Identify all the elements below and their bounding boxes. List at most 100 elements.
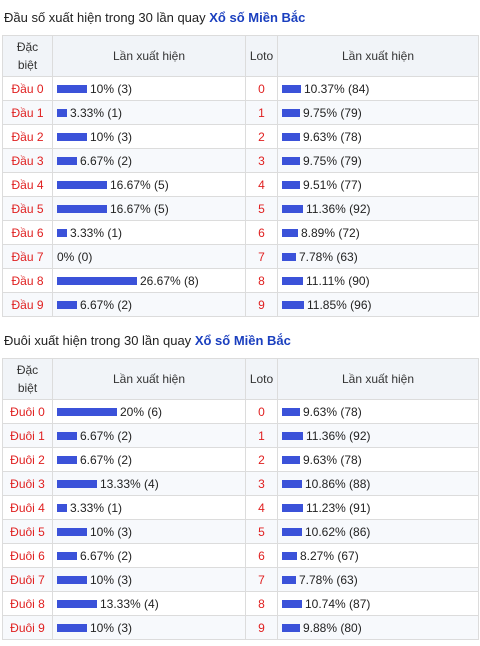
duoi-caption-text: Đuôi xuất hiện trong 30 lần quay <box>4 333 192 348</box>
table-row: Đuôi 6 6.67% (2) 6 8.27% (67) <box>2 543 479 568</box>
table-row: Đuôi 0 20% (6) 0 9.63% (78) <box>2 399 479 424</box>
special-value: 16.67% (5) <box>110 201 169 216</box>
table-row: Đuôi 3 13.33% (4) 3 10.86% (88) <box>2 471 479 496</box>
loto-value: 9.63% (78) <box>303 404 362 419</box>
row-label: Đuôi 3 <box>2 471 53 496</box>
loto-cell: 8.27% (67) <box>277 543 479 568</box>
loto-value: 10.62% (86) <box>305 524 371 539</box>
special-value: 3.33% (1) <box>70 105 123 120</box>
special-cell: 10% (3) <box>52 76 246 101</box>
loto-number: 6 <box>245 543 278 568</box>
loto-bar <box>282 455 300 464</box>
loto-bar <box>282 431 303 440</box>
row-label: Đuôi 0 <box>2 399 53 424</box>
loto-value: 9.63% (78) <box>303 452 362 467</box>
special-bar <box>57 84 87 93</box>
special-cell: 13.33% (4) <box>52 591 246 616</box>
special-bar <box>57 204 107 213</box>
loto-bar <box>282 180 300 189</box>
special-cell: 3.33% (1) <box>52 495 246 520</box>
row-label: Đầu 5 <box>2 196 53 221</box>
special-cell: 16.67% (5) <box>52 172 246 197</box>
loto-value: 11.85% (96) <box>307 297 372 312</box>
loto-bar <box>282 479 302 488</box>
loto-value: 8.89% (72) <box>301 225 360 240</box>
row-label: Đuôi 4 <box>2 495 53 520</box>
special-bar <box>57 479 97 488</box>
loto-number: 9 <box>245 292 278 317</box>
special-bar <box>57 156 77 165</box>
special-cell: 6.67% (2) <box>52 423 246 448</box>
special-value: 6.67% (2) <box>80 297 133 312</box>
row-label: Đầu 0 <box>2 76 53 101</box>
special-value: 6.67% (2) <box>80 428 133 443</box>
loto-cell: 11.85% (96) <box>277 292 479 317</box>
special-cell: 6.67% (2) <box>52 447 246 472</box>
loto-bar <box>282 503 303 512</box>
special-bar <box>57 108 67 117</box>
special-value: 10% (3) <box>90 572 133 587</box>
special-cell: 6.67% (2) <box>52 292 246 317</box>
loto-cell: 10.37% (84) <box>277 76 479 101</box>
duoi-section: Đuôi xuất hiện trong 30 lần quay Xổ số M… <box>0 323 480 640</box>
loto-cell: 9.63% (78) <box>277 399 479 424</box>
loto-value: 7.78% (63) <box>299 249 358 264</box>
loto-cell: 7.78% (63) <box>277 567 479 592</box>
loto-number: 7 <box>245 567 278 592</box>
loto-bar <box>282 228 298 237</box>
special-bar <box>57 276 137 285</box>
row-label: Đuôi 6 <box>2 543 53 568</box>
special-value: 10% (3) <box>90 129 133 144</box>
special-value: 13.33% (4) <box>100 596 159 611</box>
dau-brand-link[interactable]: Xổ số Miền Bắc <box>209 10 306 25</box>
table-row: Đuôi 5 10% (3) 5 10.62% (86) <box>2 519 479 544</box>
header-special-occurrences: Lần xuất hiện <box>52 358 246 400</box>
row-label: Đầu 7 <box>2 244 53 269</box>
loto-number: 6 <box>245 220 278 245</box>
special-value: 10% (3) <box>90 524 133 539</box>
loto-bar <box>282 575 296 584</box>
special-cell: 16.67% (5) <box>52 196 246 221</box>
loto-bar <box>282 300 304 309</box>
loto-cell: 7.78% (63) <box>277 244 479 269</box>
header-loto-occurrences: Lần xuất hiện <box>277 358 479 400</box>
loto-value: 9.51% (77) <box>303 177 362 192</box>
loto-bar <box>282 204 303 213</box>
row-label: Đuôi 1 <box>2 423 53 448</box>
loto-bar <box>282 84 301 93</box>
loto-bar <box>282 156 300 165</box>
row-label: Đuôi 2 <box>2 447 53 472</box>
dau-caption: Đầu số xuất hiện trong 30 lần quay Xổ số… <box>0 0 480 35</box>
special-value: 0% (0) <box>57 249 93 264</box>
loto-value: 11.36% (92) <box>306 201 371 216</box>
special-value: 6.67% (2) <box>80 153 133 168</box>
special-bar <box>57 300 77 309</box>
special-bar <box>57 431 77 440</box>
special-bar <box>57 180 107 189</box>
loto-value: 7.78% (63) <box>299 572 358 587</box>
loto-number: 2 <box>245 447 278 472</box>
dau-header-row: Đặc biệt Lần xuất hiện Loto Lần xuất hiện <box>2 35 479 77</box>
special-value: 6.67% (2) <box>80 452 133 467</box>
loto-number: 9 <box>245 615 278 640</box>
loto-bar <box>282 599 302 608</box>
loto-bar <box>282 252 296 261</box>
dau-caption-text: Đầu số xuất hiện trong 30 lần quay <box>4 10 206 25</box>
loto-cell: 11.36% (92) <box>277 423 479 448</box>
duoi-brand-link[interactable]: Xổ số Miền Bắc <box>194 333 291 348</box>
loto-cell: 11.23% (91) <box>277 495 479 520</box>
loto-number: 5 <box>245 519 278 544</box>
special-cell: 26.67% (8) <box>52 268 246 293</box>
special-cell: 6.67% (2) <box>52 543 246 568</box>
special-cell: 13.33% (4) <box>52 471 246 496</box>
header-special-occurrences: Lần xuất hiện <box>52 35 246 77</box>
special-cell: 3.33% (1) <box>52 100 246 125</box>
row-label: Đầu 8 <box>2 268 53 293</box>
special-cell: 20% (6) <box>52 399 246 424</box>
special-value: 10% (3) <box>90 620 133 635</box>
loto-number: 2 <box>245 124 278 149</box>
table-row: Đuôi 8 13.33% (4) 8 10.74% (87) <box>2 591 479 616</box>
table-row: Đầu 1 3.33% (1) 1 9.75% (79) <box>2 100 479 125</box>
table-row: Đầu 6 3.33% (1) 6 8.89% (72) <box>2 220 479 245</box>
special-bar <box>57 527 87 536</box>
